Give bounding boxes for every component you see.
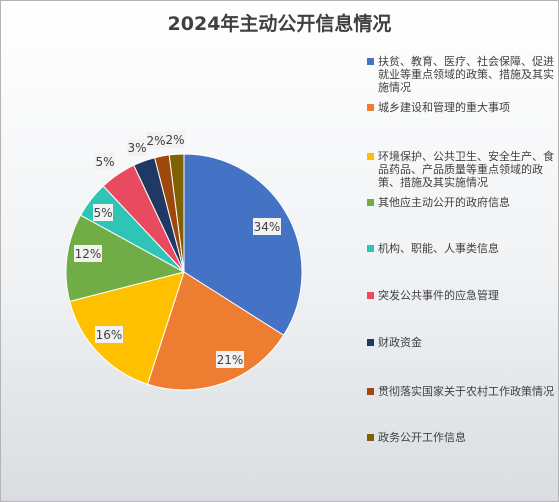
data-label-box <box>93 204 113 221</box>
legend-label: 扶贫、教育、医疗、社会保障、促进就业等重点领域的政策、措施及其实施情况 <box>378 55 554 94</box>
data-label: 5% <box>95 153 115 170</box>
legend-label: 城乡建设和管理的重大事项 <box>378 101 510 114</box>
data-label-box <box>127 139 147 156</box>
legend-swatch <box>367 245 374 252</box>
data-label-text: 16% <box>96 328 123 342</box>
legend-label: 机构、职能、人事类信息 <box>378 242 499 255</box>
legend-label: 环境保护、公共卫生、安全生产、食品药品、产品质量等重点领域的政策、措施及其实施情… <box>378 150 554 189</box>
legend-item: 政务公开工作信息 <box>367 431 555 444</box>
data-label: 12% <box>74 245 102 262</box>
data-label: 2% <box>146 132 166 149</box>
data-label: 5% <box>93 204 113 221</box>
legend-swatch <box>367 388 374 395</box>
legend-label: 政务公开工作信息 <box>378 431 466 444</box>
legend-item: 机构、职能、人事类信息 <box>367 242 555 255</box>
legend-label: 财政资金 <box>378 336 422 349</box>
chart-title: 2024年主动公开信息情况 <box>167 13 392 35</box>
data-label: 34% <box>253 218 281 235</box>
data-label-text: 2% <box>165 133 184 147</box>
legend-label: 其他应主动公开的政府信息 <box>378 196 510 209</box>
data-label-text: 12% <box>75 247 102 261</box>
legend-swatch <box>367 339 374 346</box>
data-label-box <box>253 218 281 235</box>
legend-item: 环境保护、公共卫生、安全生产、食品药品、产品质量等重点领域的政策、措施及其实施情… <box>367 150 555 189</box>
data-label: 21% <box>216 351 244 368</box>
legend-item: 突发公共事件的应急管理 <box>367 289 555 302</box>
data-label-box <box>216 351 244 368</box>
legend-item: 城乡建设和管理的重大事项 <box>367 101 555 114</box>
legend-swatch <box>367 104 374 111</box>
data-label-text: 5% <box>93 206 112 220</box>
data-label-box <box>95 153 115 170</box>
legend-swatch <box>367 434 374 441</box>
pie-slice <box>146 271 285 391</box>
legend-label: 贯彻落实国家关于农村工作政策情况 <box>378 385 554 398</box>
legend-swatch <box>367 58 374 65</box>
pie-slice <box>168 153 185 273</box>
data-label-text: 21% <box>217 353 244 367</box>
legend-item: 贯彻落实国家关于农村工作政策情况 <box>367 385 555 398</box>
data-label: 16% <box>95 326 123 343</box>
legend-item: 其他应主动公开的政府信息 <box>367 196 555 209</box>
data-label-box <box>165 131 185 148</box>
legend-swatch <box>367 199 374 206</box>
data-label-text: 34% <box>254 220 281 234</box>
data-label: 2% <box>165 131 185 148</box>
legend-swatch <box>367 153 374 160</box>
data-label-box <box>95 326 123 343</box>
pie-slice <box>183 153 303 336</box>
legend-item: 财政资金 <box>367 336 555 349</box>
legend-swatch <box>367 292 374 299</box>
legend-label: 突发公共事件的应急管理 <box>378 289 499 302</box>
data-label-box <box>74 245 102 262</box>
data-label-text: 2% <box>146 134 165 148</box>
pie-slice <box>65 214 186 302</box>
legend-item: 扶贫、教育、医疗、社会保障、促进就业等重点领域的政策、措施及其实施情况 <box>367 55 555 94</box>
data-label-text: 3% <box>127 141 146 155</box>
data-label-text: 5% <box>95 155 114 169</box>
data-label: 3% <box>127 139 147 156</box>
data-label-box <box>146 132 166 149</box>
pie-slice <box>69 271 185 385</box>
